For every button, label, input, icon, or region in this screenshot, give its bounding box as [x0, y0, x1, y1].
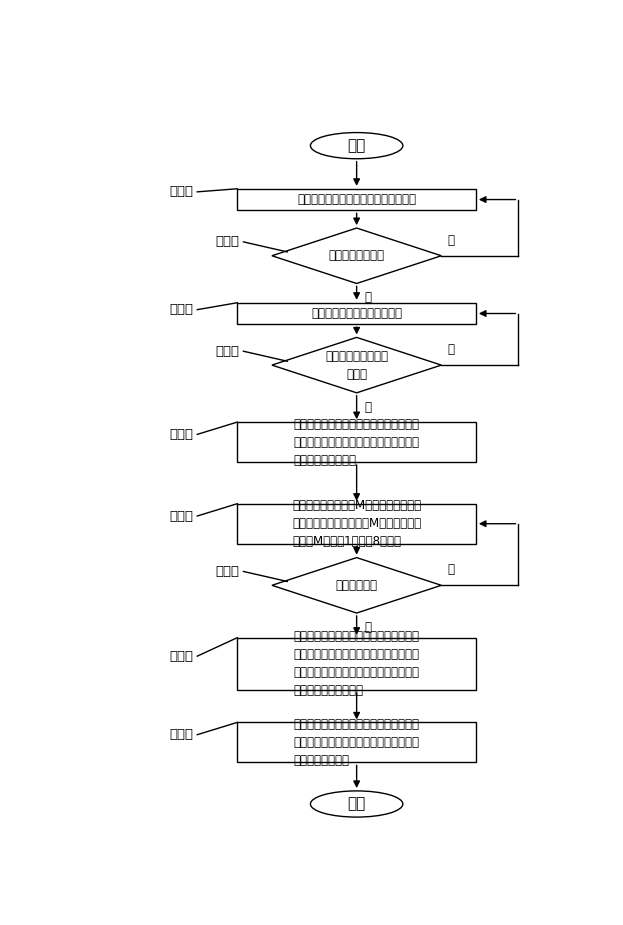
- Text: 是: 是: [364, 401, 371, 413]
- Polygon shape: [272, 338, 441, 393]
- Text: 利用步骤六中所述的每个蓝牙上位机与蓝
牙下位机建立的连接句柄，通过上位机蓝
牙模块与下位机蓝牙模块实现上位机与功
能设备之间的数据通信: 利用步骤六中所述的每个蓝牙上位机与蓝 牙下位机建立的连接句柄，通过上位机蓝 牙模…: [293, 630, 420, 697]
- Text: 上位机蓝牙模块是否
初始化: 上位机蓝牙模块是否 初始化: [325, 350, 388, 380]
- Text: 开始: 开始: [348, 138, 366, 154]
- Text: 否: 否: [447, 233, 455, 247]
- Text: 结束: 结束: [348, 796, 366, 811]
- Text: 将上位机蓝牙模块进行初始化: 将上位机蓝牙模块进行初始化: [311, 307, 402, 320]
- Text: 步骤七: 步骤七: [216, 565, 240, 578]
- Text: 步骤三: 步骤三: [169, 303, 193, 316]
- Text: 系统是否组建: 系统是否组建: [336, 579, 378, 592]
- Polygon shape: [272, 558, 441, 613]
- Ellipse shape: [310, 132, 403, 159]
- Text: 是: 是: [364, 621, 371, 634]
- Text: 是: 是: [364, 291, 371, 304]
- Text: 步骤八中所述的数据通信完成后断开蓝牙
上位机与蓝牙下位机之间的连接，释放连
接句柄及控制句柄: 步骤八中所述的数据通信完成后断开蓝牙 上位机与蓝牙下位机之间的连接，释放连 接句…: [293, 718, 420, 767]
- Text: 上位机获取上位机蓝牙模块的控制句柄: 上位机获取上位机蓝牙模块的控制句柄: [297, 193, 416, 206]
- Text: 否: 否: [447, 563, 455, 576]
- Bar: [237, 189, 476, 210]
- Text: 否: 否: [447, 343, 455, 356]
- Text: 控制句柄是否获取: 控制句柄是否获取: [329, 249, 384, 263]
- Text: 蓝牙上位机与选定的M个蓝牙下位机建立
连接组建系统，分别获得M个连接句柄，
其中，M为大于1且小于8的整数: 蓝牙上位机与选定的M个蓝牙下位机建立 连接组建系统，分别获得M个连接句柄， 其中…: [292, 500, 421, 549]
- Text: 步骤六: 步骤六: [169, 510, 193, 523]
- Polygon shape: [272, 228, 441, 283]
- Text: 查询上位机蓝牙模块传输数据覆盖范围内
存在的蓝牙下位机，并依次访问所述的蓝
牙下位机的代码信息: 查询上位机蓝牙模块传输数据覆盖范围内 存在的蓝牙下位机，并依次访问所述的蓝 牙下…: [293, 417, 420, 466]
- Bar: [237, 422, 476, 462]
- Bar: [237, 722, 476, 762]
- Text: 步骤五: 步骤五: [169, 428, 193, 441]
- Text: 步骤四: 步骤四: [216, 345, 240, 358]
- Bar: [237, 637, 476, 690]
- Text: 步骤八: 步骤八: [169, 649, 193, 662]
- Bar: [237, 504, 476, 544]
- Ellipse shape: [310, 791, 403, 817]
- Bar: [237, 302, 476, 325]
- Text: 步骤一: 步骤一: [169, 185, 193, 198]
- Text: 步骤二: 步骤二: [216, 235, 240, 249]
- Text: 步骤九: 步骤九: [169, 728, 193, 741]
